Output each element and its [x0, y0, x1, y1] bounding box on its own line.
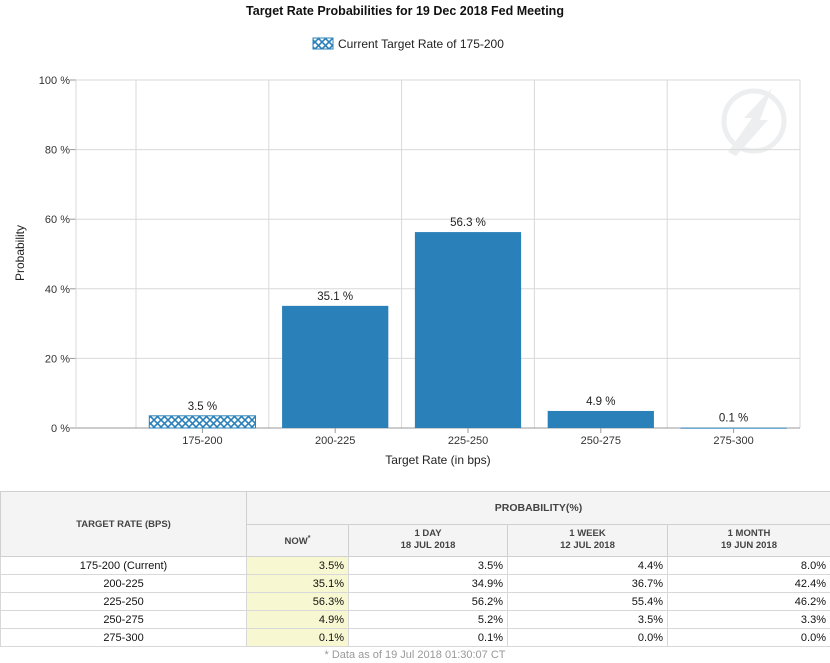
y-axis-label: Probability [13, 225, 27, 281]
y-tick-label: 40 % [45, 284, 70, 296]
rate-cell: 250-275 [1, 611, 247, 629]
one-day-cell: 34.9% [349, 575, 508, 593]
bar-250-275[interactable] [548, 411, 654, 428]
one-day-cell: 5.2% [349, 611, 508, 629]
y-tick-label: 100 % [39, 75, 70, 87]
now-asterisk: * [308, 535, 311, 542]
probability-header: PROBABILITY(%) [247, 492, 830, 525]
x-tick-label: 275-300 [713, 435, 753, 447]
chart-title: Target Rate Probabilities for 19 Dec 201… [246, 4, 564, 18]
one-day-label: 1 DAY [349, 528, 507, 540]
one-day-date: 18 JUL 2018 [349, 540, 507, 552]
data-label: 4.9 % [586, 396, 615, 408]
one-day-cell: 0.1% [349, 629, 508, 647]
rate-cell: 175-200 (Current) [1, 557, 247, 575]
bar-chart: Target Rate Probabilities for 19 Dec 201… [0, 0, 830, 486]
one-month-cell: 42.4% [668, 575, 830, 593]
y-tick-label: 80 % [45, 145, 70, 157]
data-label: 3.5 % [188, 401, 217, 413]
one-week-cell: 55.4% [508, 593, 668, 611]
now-cell: 4.9% [247, 611, 349, 629]
rate-cell: 225-250 [1, 593, 247, 611]
one-day-cell: 3.5% [349, 557, 508, 575]
target-rate-header: TARGET RATE (BPS) [1, 492, 247, 557]
x-tick-label: 250-275 [581, 435, 621, 447]
legend-swatch [313, 38, 333, 49]
one-month-cell: 0.0% [668, 629, 830, 647]
one-week-date: 12 JUL 2018 [508, 540, 667, 552]
data-timestamp-footnote: * Data as of 19 Jul 2018 01:30:07 CT [0, 647, 830, 663]
bar-200-225[interactable] [282, 306, 388, 428]
one-month-cell: 3.3% [668, 611, 830, 629]
watermark-logo [724, 88, 784, 156]
one-week-cell: 36.7% [508, 575, 668, 593]
one-week-column-header: 1 WEEK 12 JUL 2018 [508, 524, 668, 557]
one-day-column-header: 1 DAY 18 JUL 2018 [349, 524, 508, 557]
now-cell: 35.1% [247, 575, 349, 593]
bar-225-250[interactable] [415, 232, 521, 428]
table-row: 250-275 4.9% 5.2% 3.5% 3.3% [1, 611, 830, 629]
one-month-cell: 46.2% [668, 593, 830, 611]
legend[interactable]: Current Target Rate of 175-200 [313, 37, 504, 51]
one-week-cell: 0.0% [508, 629, 668, 647]
data-label: 0.1 % [719, 413, 748, 425]
now-cell: 3.5% [247, 557, 349, 575]
one-month-date: 19 JUN 2018 [668, 540, 830, 552]
y-tick-label: 60 % [45, 214, 70, 226]
one-month-cell: 8.0% [668, 557, 830, 575]
now-cell: 56.3% [247, 593, 349, 611]
x-axis-label: Target Rate (in bps) [385, 453, 490, 467]
one-day-cell: 56.2% [349, 593, 508, 611]
now-cell: 0.1% [247, 629, 349, 647]
probability-table-section: TARGET RATE (BPS) PROBABILITY(%) NOW* 1 … [0, 491, 830, 663]
x-tick-label: 175-200 [182, 435, 222, 447]
one-week-cell: 3.5% [508, 611, 668, 629]
one-month-column-header: 1 MONTH 19 JUN 2018 [668, 524, 830, 557]
data-label: 56.3 % [450, 217, 486, 229]
legend-label: Current Target Rate of 175-200 [338, 37, 504, 51]
one-week-cell: 4.4% [508, 557, 668, 575]
table-row: 175-200 (Current) 3.5% 3.5% 4.4% 8.0% [1, 557, 830, 575]
data-label: 35.1 % [317, 291, 353, 303]
rate-cell: 275-300 [1, 629, 247, 647]
now-column-header: NOW* [247, 524, 349, 557]
now-label: NOW [285, 536, 308, 547]
y-tick-label: 0 % [51, 423, 70, 435]
one-month-label: 1 MONTH [668, 528, 830, 540]
x-tick-label: 200-225 [315, 435, 355, 447]
rate-cell: 200-225 [1, 575, 247, 593]
table-row: 200-225 35.1% 34.9% 36.7% 42.4% [1, 575, 830, 593]
x-tick-label: 225-250 [448, 435, 488, 447]
table-row: 275-300 0.1% 0.1% 0.0% 0.0% [1, 629, 830, 647]
one-week-label: 1 WEEK [508, 528, 667, 540]
table-row: 225-250 56.3% 56.2% 55.4% 46.2% [1, 593, 830, 611]
bar-175-200[interactable] [149, 416, 255, 428]
probability-table: TARGET RATE (BPS) PROBABILITY(%) NOW* 1 … [0, 491, 830, 647]
y-tick-label: 20 % [45, 353, 70, 365]
